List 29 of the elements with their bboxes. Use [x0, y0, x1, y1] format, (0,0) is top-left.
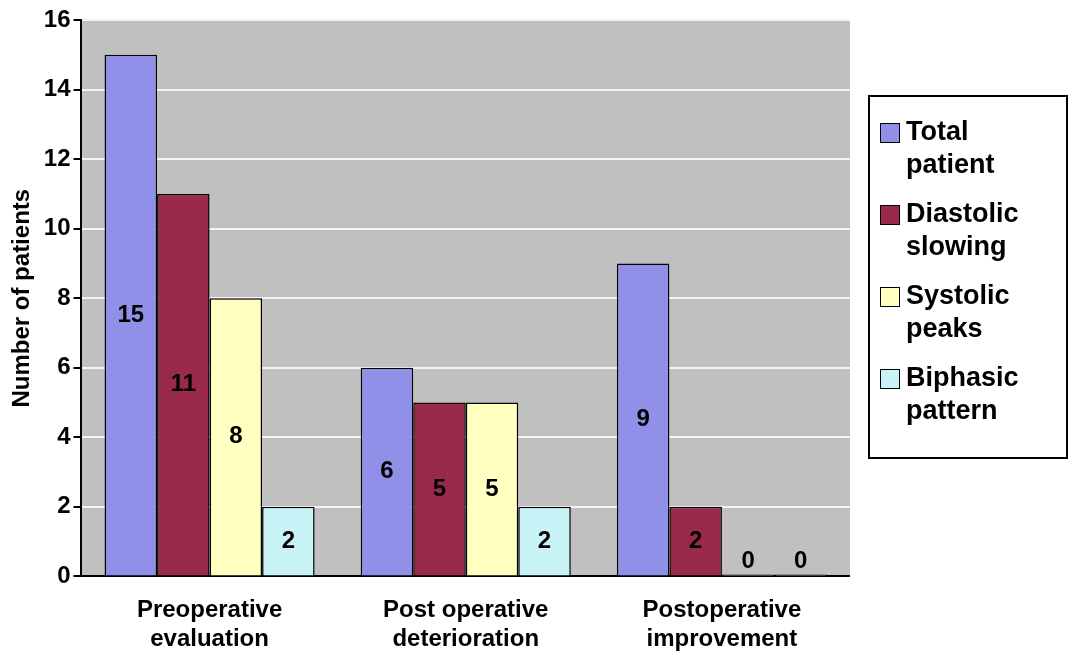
- data-label: 2: [537, 525, 552, 553]
- data-label: 8: [229, 421, 243, 449]
- data-label: 11: [170, 369, 197, 397]
- y-tick-label: 8: [57, 282, 71, 310]
- y-axis-title: Number of patients: [7, 188, 35, 408]
- y-tick-label: 0: [57, 561, 71, 589]
- data-label: 0: [741, 546, 755, 574]
- y-tick-label: 2: [57, 491, 71, 519]
- x-tick-label: Post operative deterioration: [383, 595, 549, 652]
- y-tick-label: 4: [57, 421, 72, 449]
- legend-label: Diastolic slowing: [906, 197, 1020, 263]
- y-tick-label: 16: [43, 4, 71, 32]
- data-label: 15: [117, 299, 145, 327]
- data-label: 9: [636, 404, 650, 432]
- data-label: 5: [432, 473, 447, 501]
- x-tick-label: Postoperative improvement: [642, 595, 802, 652]
- data-label: 0: [794, 546, 808, 574]
- data-label: 5: [485, 473, 499, 501]
- y-tick-label: 12: [43, 143, 71, 171]
- legend-label: Systolic peaks: [906, 279, 1011, 345]
- data-label: 2: [281, 525, 296, 553]
- legend-label: Total patient: [906, 115, 996, 181]
- legend-label: Biphasic pattern: [906, 361, 1020, 427]
- data-label: 2: [688, 525, 703, 553]
- data-label: 6: [380, 456, 394, 484]
- x-tick-label: Preoperative evaluation: [136, 595, 283, 652]
- y-tick-label: 6: [57, 352, 71, 380]
- y-tick-label: 14: [43, 74, 72, 102]
- y-tick-label: 10: [43, 213, 71, 241]
